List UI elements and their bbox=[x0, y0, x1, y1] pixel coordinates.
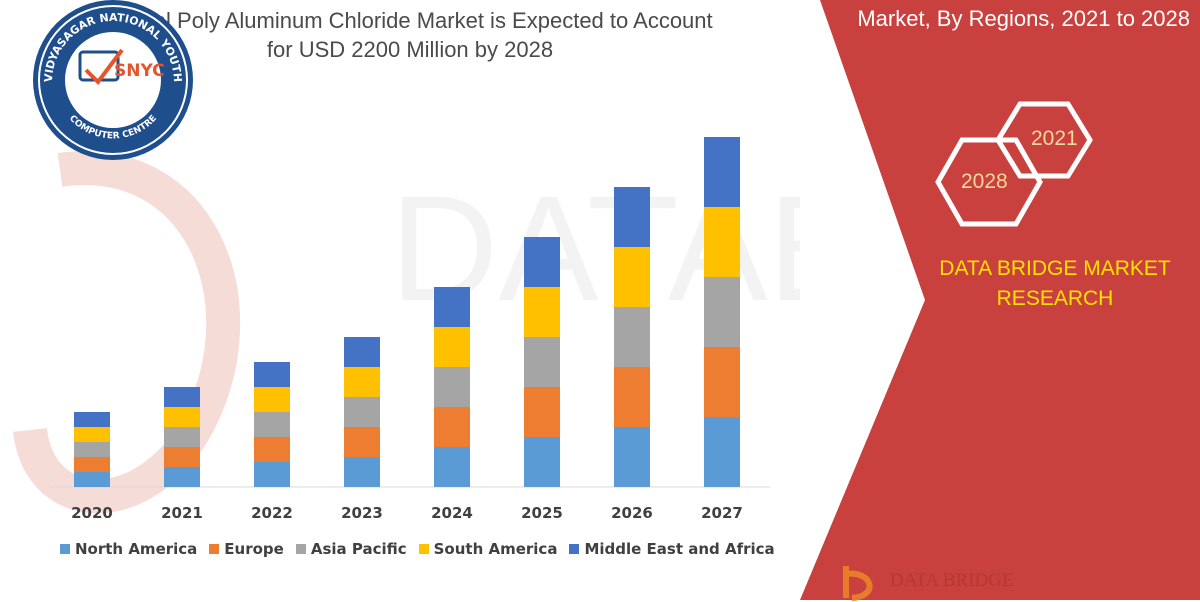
bar-2024-middle-east-and-africa bbox=[434, 287, 470, 327]
bar-2022-middle-east-and-africa bbox=[254, 362, 290, 387]
bar-2025-south-america bbox=[524, 287, 560, 337]
bar-2027-middle-east-and-africa bbox=[704, 137, 740, 207]
legend-label: Asia Pacific bbox=[310, 540, 407, 558]
brand-line-1: DATA BRIDGE MARKET bbox=[939, 257, 1171, 280]
chart-legend: North America Europe Asia Pacific South Ame… bbox=[60, 540, 780, 558]
bar-2024-north-america bbox=[434, 447, 470, 487]
legend-swatch bbox=[209, 544, 220, 554]
bar-2022-south-america bbox=[254, 387, 290, 412]
legend-item: North America bbox=[60, 540, 197, 558]
hexagon-label-2028: 2028 bbox=[961, 170, 1008, 193]
legend-swatch bbox=[295, 544, 306, 554]
x-tick-label: 2022 bbox=[251, 504, 293, 522]
bar-2022-asia-pacific bbox=[254, 412, 290, 437]
x-tick-label: 2020 bbox=[71, 504, 113, 522]
bar-2026-middle-east-and-africa bbox=[614, 187, 650, 247]
bar-2026-south-america bbox=[614, 247, 650, 307]
vnyc-badge-logo: VIDYASAGAR NATIONAL YOUTH COMPUTER CENTR… bbox=[33, 0, 193, 160]
bar-2021-middle-east-and-africa bbox=[164, 387, 200, 407]
bar-2027-north-america bbox=[704, 417, 740, 487]
bar-2024-europe bbox=[434, 407, 470, 447]
bar-2020-europe bbox=[74, 457, 110, 472]
bar-2024-south-america bbox=[434, 327, 470, 367]
bar-2022-europe bbox=[254, 437, 290, 462]
brand-logo-icon bbox=[843, 566, 873, 601]
bar-2025-north-america bbox=[524, 437, 560, 487]
bar-2021-south-america bbox=[164, 407, 200, 427]
legend-item: Europe bbox=[209, 540, 284, 558]
x-tick-label: 2027 bbox=[701, 504, 743, 522]
legend-label: North America bbox=[75, 540, 198, 558]
chart-title: Global Poly Aluminum Chloride Market is … bbox=[60, 6, 760, 64]
legend-swatch bbox=[569, 544, 580, 554]
bar-2020-north-america bbox=[74, 472, 110, 487]
x-tick-labels: 2020 2021 2022 2023 2024 2025 2026 2027 bbox=[71, 504, 743, 522]
bar-2021-north-america bbox=[164, 467, 200, 487]
bar-2020-south-america bbox=[74, 427, 110, 442]
legend-label: South America bbox=[433, 540, 558, 558]
bar-2023-south-america bbox=[344, 367, 380, 397]
checkmark-icon bbox=[84, 48, 124, 86]
bar-2023-asia-pacific bbox=[344, 397, 380, 427]
bar-2026-north-america bbox=[614, 427, 650, 487]
hexagon-label-2021: 2021 bbox=[1031, 127, 1078, 150]
bar-2027-europe bbox=[704, 347, 740, 417]
x-tick-label: 2025 bbox=[521, 504, 563, 522]
footer-brand-text: DATA BRIDGE bbox=[890, 570, 1014, 591]
bar-2027-asia-pacific bbox=[704, 277, 740, 347]
bars-group bbox=[74, 137, 740, 487]
bar-2026-asia-pacific bbox=[614, 307, 650, 367]
bar-2025-middle-east-and-africa bbox=[524, 237, 560, 287]
brand-name: DATA BRIDGE MARKET RESEARCH bbox=[920, 254, 1190, 314]
bar-2025-asia-pacific bbox=[524, 337, 560, 387]
legend-item: Asia Pacific bbox=[295, 540, 407, 558]
bar-2023-europe bbox=[344, 427, 380, 457]
x-tick-label: 2021 bbox=[161, 504, 203, 522]
title-line-1: Global Poly Aluminum Chloride Market is … bbox=[107, 8, 713, 33]
legend-item: South America bbox=[418, 540, 558, 558]
legend-swatch bbox=[60, 544, 70, 554]
bar-2020-middle-east-and-africa bbox=[74, 412, 110, 427]
bar-2026-europe bbox=[614, 367, 650, 427]
bar-2024-asia-pacific bbox=[434, 367, 470, 407]
bar-2020-asia-pacific bbox=[74, 442, 110, 457]
bar-2023-middle-east-and-africa bbox=[344, 337, 380, 367]
bar-2021-europe bbox=[164, 447, 200, 467]
bar-2025-europe bbox=[524, 387, 560, 437]
stacked-bar-chart: 2020 2021 2022 2023 2024 2025 2026 2027 bbox=[50, 137, 770, 522]
brand-line-2: RESEARCH bbox=[996, 287, 1114, 310]
x-tick-label: 2024 bbox=[431, 504, 473, 522]
bar-2027-south-america bbox=[704, 207, 740, 277]
legend-swatch bbox=[418, 544, 429, 554]
legend-label: Middle East and Africa bbox=[584, 540, 775, 558]
bar-2021-asia-pacific bbox=[164, 427, 200, 447]
x-tick-label: 2023 bbox=[341, 504, 383, 522]
title-line-2: for USD 2200 Million by 2028 bbox=[266, 37, 554, 62]
bar-2023-north-america bbox=[344, 457, 380, 487]
badge-logo-text: SNYC bbox=[114, 61, 165, 81]
legend-label: Europe bbox=[224, 540, 284, 558]
x-tick-label: 2026 bbox=[611, 504, 653, 522]
panel-title: Market, By Regions, 2021 to 2028 bbox=[857, 6, 1190, 31]
bar-2022-north-america bbox=[254, 462, 290, 487]
legend-item: Middle East and Africa bbox=[569, 540, 775, 558]
